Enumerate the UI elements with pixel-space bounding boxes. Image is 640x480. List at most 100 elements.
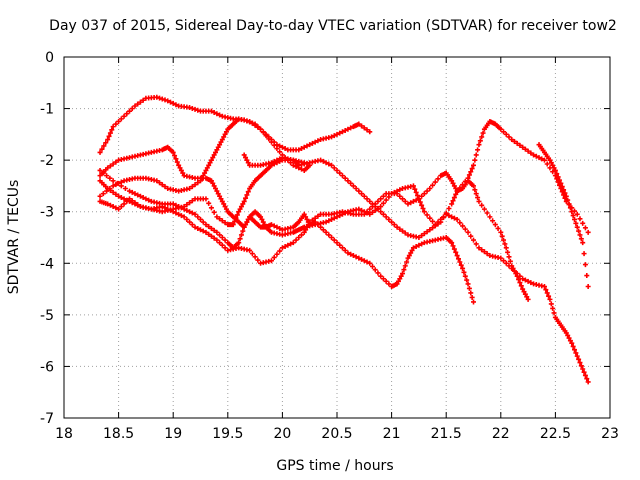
data-point xyxy=(107,202,113,208)
data-point xyxy=(499,233,505,239)
data-point xyxy=(580,366,586,372)
y-tick-label: -7 xyxy=(40,411,54,427)
data-point xyxy=(552,167,558,173)
data-point xyxy=(189,184,195,190)
series-track-4 xyxy=(97,170,531,302)
data-point xyxy=(237,236,243,242)
data-point xyxy=(424,212,430,218)
data-point xyxy=(460,265,466,271)
data-point xyxy=(513,271,519,277)
data-point xyxy=(198,216,203,222)
data-point xyxy=(572,347,578,353)
data-point xyxy=(427,227,433,233)
data-point xyxy=(200,228,206,234)
data-point xyxy=(398,273,404,279)
data-point xyxy=(443,210,449,216)
data-point xyxy=(304,224,310,230)
data-point xyxy=(137,99,143,105)
data-point xyxy=(124,111,130,117)
data-point xyxy=(334,131,340,137)
data-point xyxy=(471,162,476,168)
data-point xyxy=(404,259,410,265)
data-point xyxy=(206,224,212,230)
data-point xyxy=(514,273,520,279)
data-point xyxy=(245,160,251,166)
data-point xyxy=(244,219,250,225)
data-point xyxy=(252,254,258,260)
data-point xyxy=(430,182,436,188)
data-point xyxy=(192,224,198,230)
data-point xyxy=(364,259,370,265)
data-point xyxy=(348,180,354,186)
data-point xyxy=(421,231,427,237)
series-track-6 xyxy=(97,116,313,199)
data-point xyxy=(356,206,362,212)
data-point xyxy=(326,232,332,238)
data-point xyxy=(509,137,515,143)
data-point xyxy=(576,356,582,362)
data-point xyxy=(562,190,568,196)
data-point xyxy=(533,153,539,159)
data-point xyxy=(457,259,463,265)
data-point xyxy=(170,100,176,106)
data-point xyxy=(359,191,365,197)
data-point xyxy=(421,191,427,197)
data-point xyxy=(506,134,512,140)
data-point xyxy=(187,105,193,111)
data-point xyxy=(383,214,389,220)
data-point xyxy=(383,197,389,203)
data-point xyxy=(339,245,345,251)
data-point xyxy=(110,183,116,189)
data-point xyxy=(383,278,389,284)
y-tick-label: -4 xyxy=(40,256,54,272)
data-point xyxy=(122,186,128,192)
data-point xyxy=(517,280,523,286)
data-point xyxy=(375,270,381,276)
data-point xyxy=(430,218,436,224)
data-point xyxy=(222,245,228,251)
data-point xyxy=(237,206,243,212)
data-point xyxy=(581,369,587,375)
data-point xyxy=(585,379,591,385)
data-point xyxy=(222,220,228,226)
data-point xyxy=(516,276,522,282)
data-point xyxy=(490,218,496,224)
data-point xyxy=(462,178,468,184)
data-point xyxy=(159,204,165,210)
data-point xyxy=(217,232,223,238)
data-point xyxy=(260,129,266,135)
data-point xyxy=(116,206,122,212)
data-point xyxy=(288,241,294,247)
data-point xyxy=(331,133,337,139)
data-point xyxy=(162,184,168,190)
data-point xyxy=(110,161,116,167)
data-point xyxy=(471,237,476,243)
data-point xyxy=(305,222,311,228)
data-point xyxy=(380,200,386,206)
data-point xyxy=(211,183,217,189)
data-point xyxy=(342,247,348,253)
data-point xyxy=(551,310,557,316)
data-point xyxy=(293,164,299,170)
x-tick-label: 19 xyxy=(164,426,182,442)
data-point xyxy=(211,109,217,115)
data-point xyxy=(585,283,591,289)
data-point xyxy=(394,224,400,230)
data-point xyxy=(101,143,107,149)
data-point xyxy=(541,283,547,289)
data-point xyxy=(389,219,395,225)
data-point xyxy=(525,296,531,302)
data-point xyxy=(129,106,135,112)
data-point xyxy=(223,129,229,135)
data-point xyxy=(364,196,370,202)
data-point xyxy=(465,281,471,287)
data-point xyxy=(546,293,552,299)
data-point xyxy=(215,191,221,197)
data-point xyxy=(563,193,569,199)
data-point xyxy=(271,158,277,164)
data-point xyxy=(173,102,179,108)
data-point xyxy=(468,290,474,296)
data-point xyxy=(189,105,195,111)
data-point xyxy=(192,182,198,188)
data-point xyxy=(378,273,384,279)
